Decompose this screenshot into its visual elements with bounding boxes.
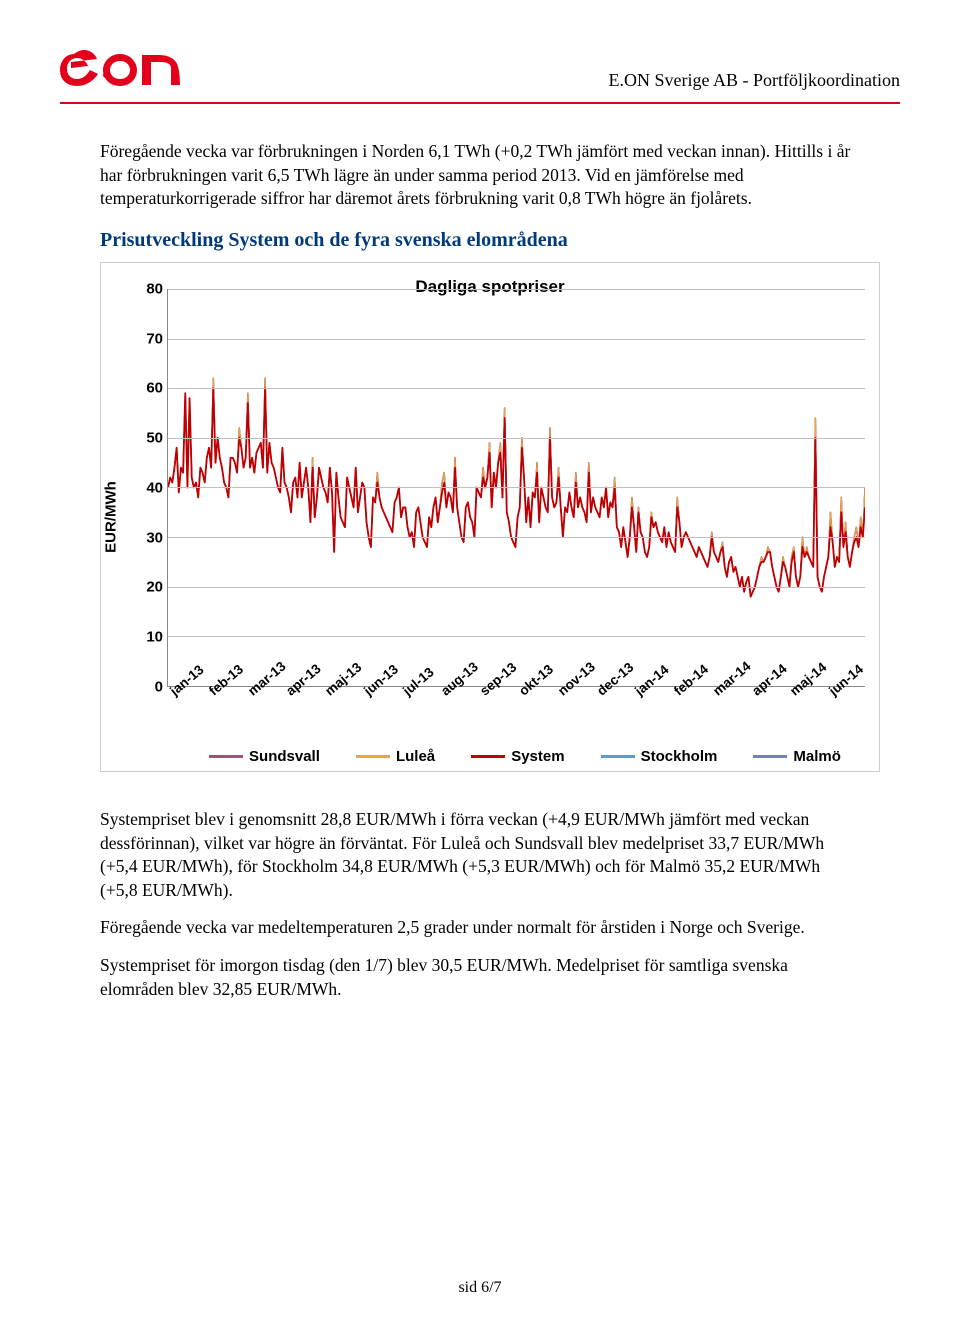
header-org-line: E.ON Sverige AB - Portföljkoordination (609, 40, 900, 91)
section-title: Prisutveckling System och de fyra svensk… (100, 229, 860, 252)
legend-item: Sundsvall (209, 748, 320, 765)
y-tick-label: 70 (135, 330, 163, 347)
paragraph-2: Systempriset blev i genomsnitt 28,8 EUR/… (100, 808, 860, 903)
page-footer: sid 6/7 (0, 1279, 960, 1297)
y-tick-label: 20 (135, 579, 163, 596)
legend-item: Stockholm (601, 748, 718, 765)
paragraph-3: Föregående vecka var medeltemperaturen 2… (100, 916, 860, 940)
y-tick-label: 0 (135, 678, 163, 695)
legend-item: Luleå (356, 748, 435, 765)
y-tick-label: 60 (135, 380, 163, 397)
eon-logo (60, 40, 200, 96)
legend-item: System (471, 748, 564, 765)
y-tick-label: 50 (135, 430, 163, 447)
y-tick-label: 80 (135, 280, 163, 297)
y-tick-label: 40 (135, 479, 163, 496)
paragraph-1: Föregående vecka var förbrukningen i Nor… (100, 140, 860, 211)
paragraph-4: Systempriset för imorgon tisdag (den 1/7… (100, 954, 860, 1001)
y-tick-label: 30 (135, 529, 163, 546)
y-tick-label: 10 (135, 629, 163, 646)
header-divider (60, 102, 900, 104)
legend-item: Malmö (753, 748, 841, 765)
spotprice-chart: Dagliga spotpriser EUR/MWh 0102030405060… (100, 262, 880, 772)
y-axis-label: EUR/MWh (103, 481, 120, 553)
